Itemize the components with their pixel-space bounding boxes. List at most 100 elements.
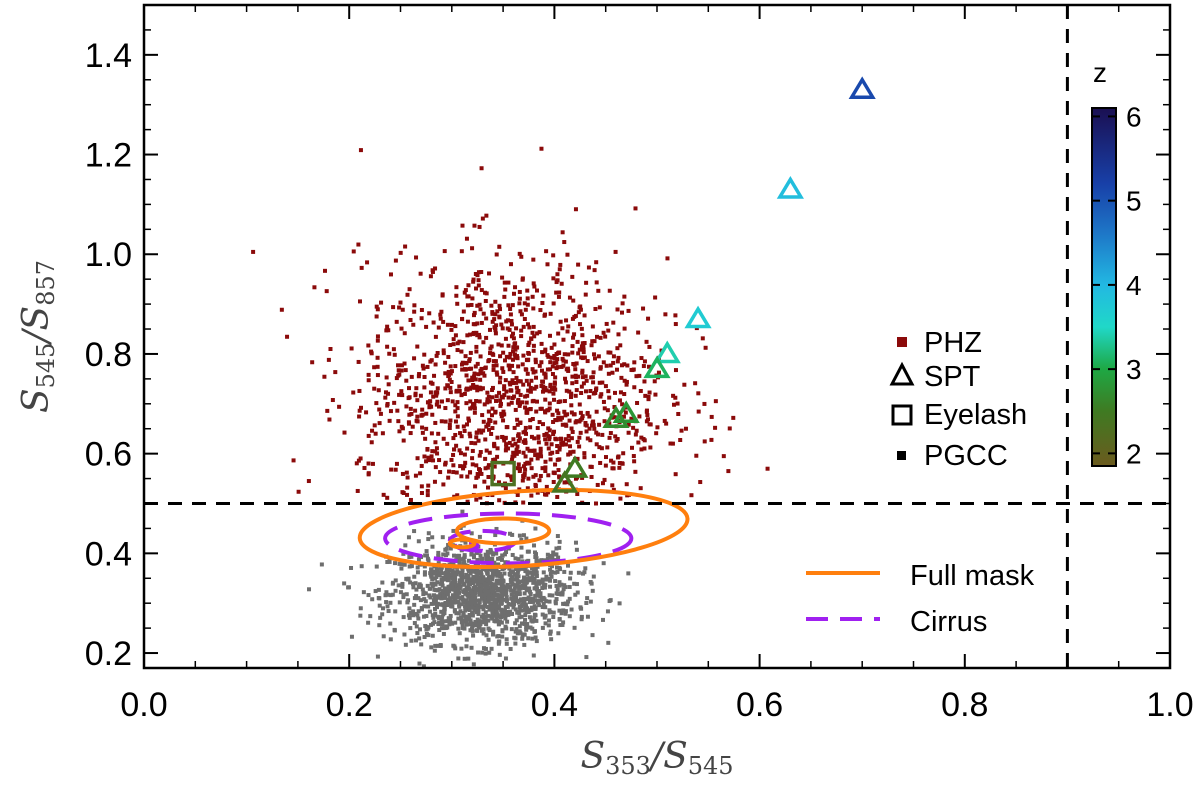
phz-point (564, 480, 569, 485)
pgcc-point (346, 585, 351, 590)
pgcc-point (385, 604, 390, 609)
pgcc-point (411, 585, 416, 590)
pgcc-point (507, 531, 512, 536)
phz-point (506, 363, 511, 368)
phz-point (400, 471, 405, 476)
phz-point (412, 309, 417, 314)
pgcc-point (519, 537, 524, 542)
phz-point (510, 363, 515, 368)
pgcc-point (525, 570, 530, 575)
phz-point (420, 363, 425, 368)
phz-point (566, 324, 571, 329)
phz-point (524, 431, 529, 436)
pgcc-point (567, 614, 572, 619)
pgcc-point (522, 607, 527, 612)
phz-point (557, 267, 562, 272)
axis-ticks: 0.0 0.2 0.4 0.6 0.8 1.00.20.40.60.81.01.21.4 (85, 5, 1194, 724)
cirrus-contour (383, 511, 634, 566)
phz-point (550, 412, 555, 417)
phz-point (502, 438, 507, 443)
phz-point (587, 426, 592, 431)
pgcc-point (456, 611, 461, 616)
pgcc-point (502, 608, 507, 613)
phz-point (525, 288, 530, 293)
phz-point (511, 331, 516, 336)
pgcc-point (398, 590, 403, 595)
pgcc-point (542, 585, 547, 590)
phz-point (498, 354, 503, 359)
pgcc-point (491, 632, 496, 637)
phz-point (433, 362, 438, 367)
pgcc-point (541, 570, 546, 575)
phz-point (399, 368, 404, 373)
phz-point (554, 290, 559, 295)
pgcc-point (471, 592, 476, 597)
pgcc-point (384, 590, 389, 595)
phz-point (645, 413, 650, 418)
pgcc-point (488, 556, 493, 561)
phz-point (563, 380, 568, 385)
phz-point (477, 335, 482, 340)
pgcc-point (430, 621, 435, 626)
phz-point (562, 352, 567, 357)
phz-point (364, 410, 369, 415)
phz-point (513, 341, 518, 346)
pgcc-point (519, 554, 524, 559)
pgcc-point (441, 552, 446, 557)
pgcc-point (479, 596, 484, 601)
pgcc-point (475, 572, 480, 577)
phz-point (631, 454, 636, 459)
phz-point (611, 487, 616, 492)
spt-triangle-marker (602, 405, 630, 429)
phz-point (487, 271, 492, 276)
phz-point (606, 389, 611, 394)
phz-point (495, 435, 500, 440)
pgcc-point (487, 607, 492, 612)
pgcc-point (471, 633, 476, 638)
pgcc-point (534, 574, 539, 579)
phz-point (428, 359, 433, 364)
pgcc-point (413, 581, 418, 586)
pgcc-point (425, 556, 430, 561)
pgcc-point (442, 609, 447, 614)
phz-point (600, 432, 605, 437)
phz-point (420, 430, 425, 435)
phz-point (525, 410, 530, 415)
phz-point (574, 380, 579, 385)
phz-point (543, 465, 548, 470)
phz-point (490, 319, 495, 324)
pgcc-point (413, 638, 418, 643)
phz-point (599, 392, 604, 397)
phz-point (474, 435, 479, 440)
phz-point (519, 312, 524, 317)
pgcc-point (471, 602, 476, 607)
phz-point (518, 309, 523, 314)
phz-point (575, 339, 580, 344)
pgcc-point (391, 580, 396, 585)
phz-point (520, 400, 525, 405)
phz-point (531, 281, 536, 286)
phz-point (432, 479, 437, 484)
pgcc-point (546, 618, 551, 623)
pgcc-point (457, 553, 462, 558)
pgcc-point (572, 581, 577, 586)
phz-point (531, 398, 536, 403)
phz-point (512, 394, 517, 399)
pgcc-point (527, 615, 532, 620)
phz-point (551, 276, 556, 281)
phz-point (540, 350, 545, 355)
phz-point (549, 442, 554, 447)
phz-point (399, 363, 404, 368)
phz-point (679, 428, 684, 433)
phz-point (506, 402, 511, 407)
pgcc-point (466, 603, 471, 608)
pgcc-point (469, 645, 474, 650)
phz-point (493, 359, 498, 364)
pgcc-point (462, 553, 467, 558)
phz-point (402, 331, 407, 336)
pgcc-point (459, 646, 464, 651)
phz-point (551, 479, 556, 484)
phz-point (545, 367, 550, 372)
phz-point (482, 373, 487, 378)
phz-point (358, 299, 363, 304)
